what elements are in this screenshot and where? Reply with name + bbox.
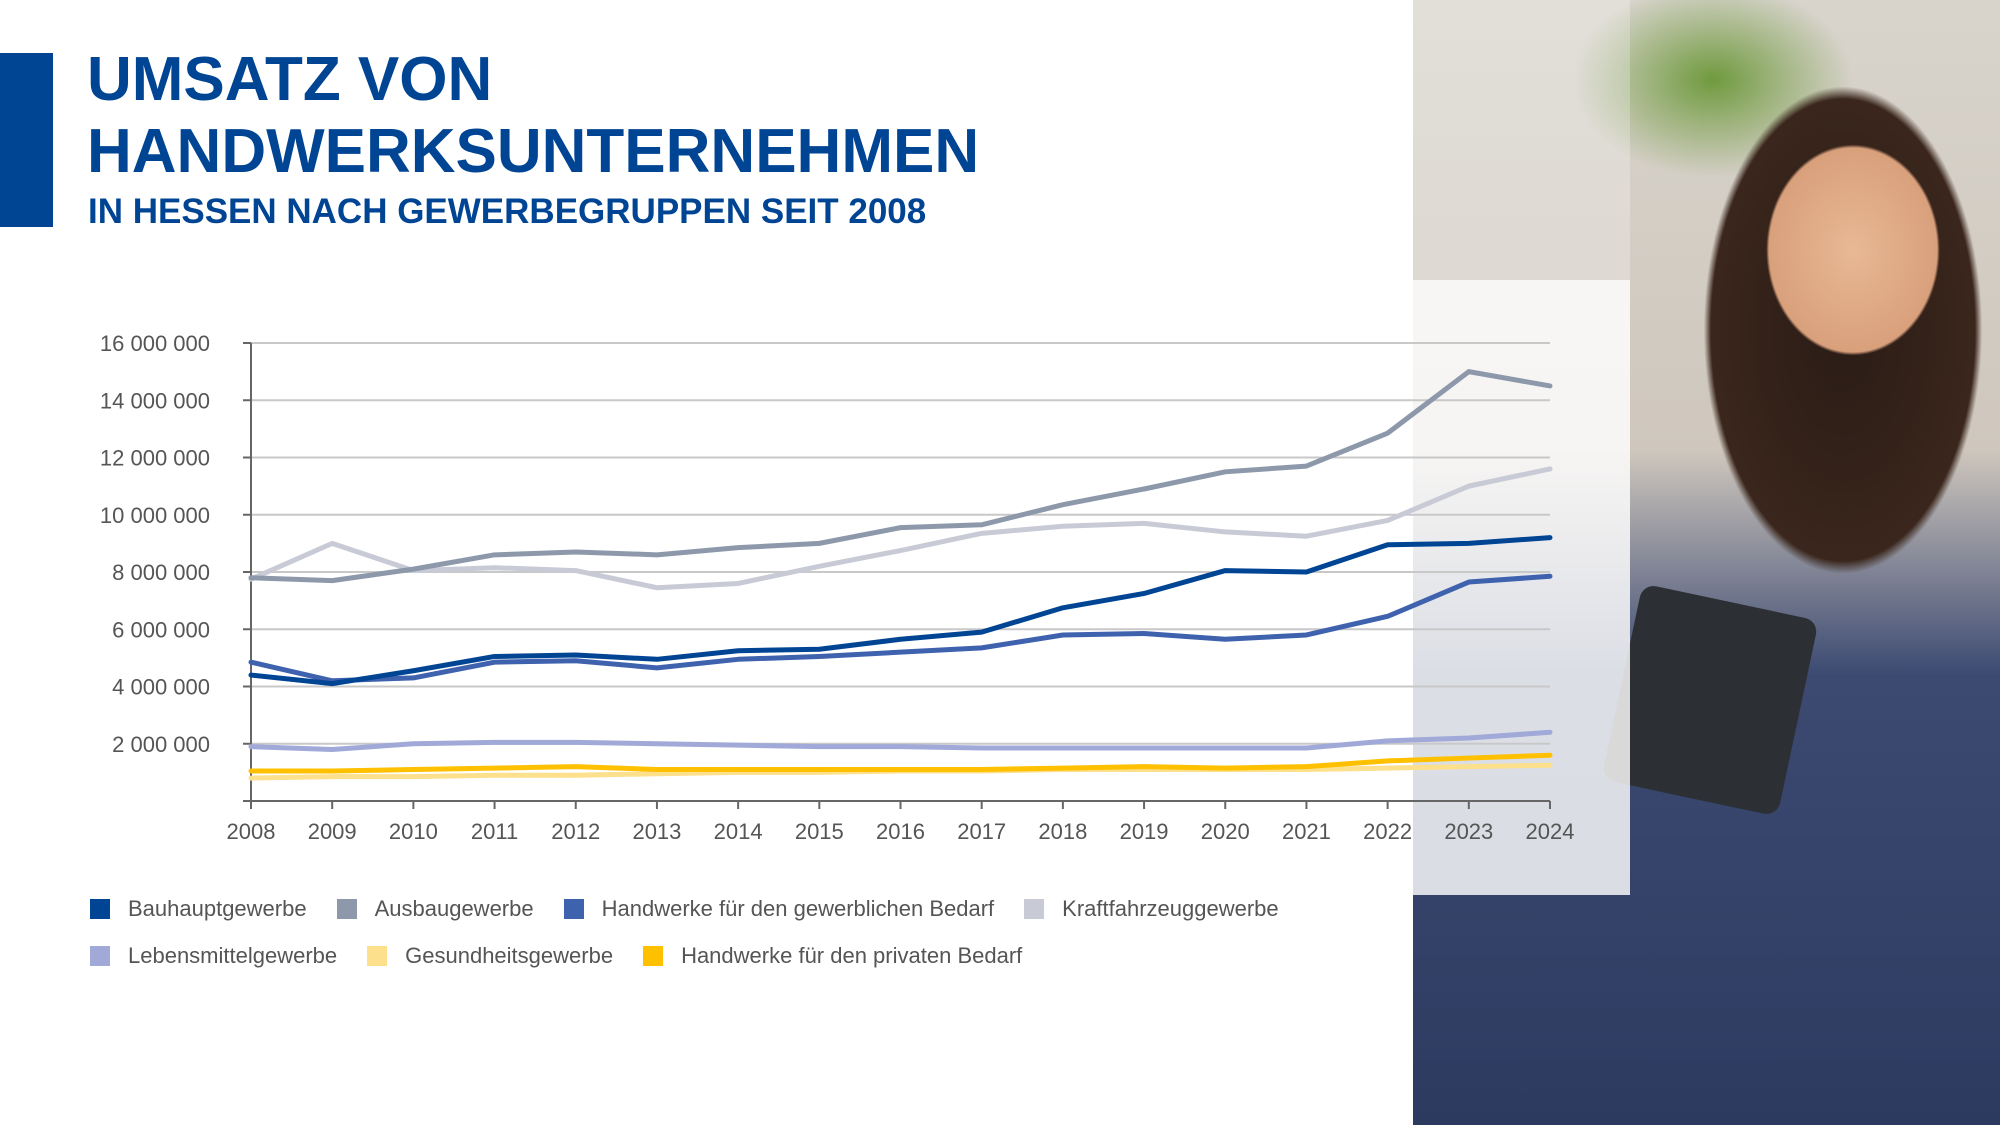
y-tick-label: 14 000 000: [100, 388, 210, 413]
series-line-handwerke-f-r-den-privaten-bedarf: [248, 752, 1553, 774]
legend-item: Bauhauptgewerbe: [90, 896, 307, 922]
y-tick-label: 12 000 000: [100, 446, 210, 471]
x-tick-label: 2017: [957, 819, 1006, 844]
series-line-ausbaugewerbe: [248, 369, 1553, 584]
x-tick-label: 2023: [1444, 819, 1493, 844]
y-tick-label: 2 000 000: [112, 732, 210, 757]
series-line-bauhauptgewerbe: [248, 535, 1553, 687]
legend-swatch: [563, 899, 584, 919]
legend-label: Handwerke für den gewerblichen Bedarf: [601, 896, 995, 921]
legend-label: Lebensmittelgewerbe: [128, 943, 338, 968]
x-tick-label: 2016: [876, 819, 925, 844]
legend-label: Bauhauptgewerbe: [128, 896, 307, 921]
legend-swatch: [1024, 899, 1045, 919]
series-line-lebensmittelgewerbe: [248, 729, 1553, 752]
series-line-handwerke-f-r-den-gewerblichen-bedarf: [248, 573, 1553, 684]
legend-row-1: Bauhauptgewerbe Ausbaugewerbe Handwerke fü…: [90, 896, 1309, 922]
legend-item: Lebensmittelgewerbe: [90, 943, 337, 969]
x-tick-label: 2012: [551, 819, 600, 844]
x-tick-label: 2020: [1201, 819, 1250, 844]
page-subtitle: IN HESSEN NACH GEWERBEGRUPPEN SEIT 2008: [88, 192, 927, 231]
x-tick-label: 2021: [1282, 819, 1331, 844]
photo-overlay: [1413, 0, 1630, 280]
legend-item: Ausbaugewerbe: [336, 896, 534, 922]
legend-label: Kraftfahrzeuggewerbe: [1062, 896, 1279, 921]
x-tick-label: 2008: [227, 819, 276, 844]
page-title: UMSATZ VON HANDWERKSUNTERNEHMEN: [87, 44, 979, 188]
legend-label: Handwerke für den privaten Bedarf: [681, 943, 1023, 968]
x-tick-label: 2015: [795, 819, 844, 844]
legend-item: Handwerke für den privaten Bedarf: [643, 943, 1022, 969]
legend-label: Ausbaugewerbe: [374, 896, 534, 921]
series-line-kraftfahrzeuggewerbe: [248, 466, 1553, 591]
legend-item: Kraftfahrzeuggewerbe: [1024, 896, 1279, 922]
x-tick-label: 2014: [714, 819, 763, 844]
legend-swatch: [90, 899, 110, 919]
legend-item: Handwerke für den gewerblichen Bedarf: [563, 896, 995, 922]
y-tick-label: 8 000 000: [112, 560, 210, 585]
legend-swatch: [90, 946, 110, 966]
y-tick-label: 16 000 000: [100, 331, 210, 356]
x-tick-label: 2019: [1120, 819, 1169, 844]
x-tick-label: 2011: [471, 819, 518, 844]
title-line-1: UMSATZ VON: [87, 45, 493, 114]
legend-swatch: [367, 946, 388, 966]
accent-bar: [0, 53, 53, 227]
legend-swatch: [336, 899, 357, 919]
legend-item: Gesundheitsgewerbe: [367, 943, 613, 969]
x-tick-label: 2009: [308, 819, 357, 844]
x-tick-label: 2013: [632, 819, 681, 844]
y-tick-label: 4 000 000: [112, 675, 210, 700]
legend-swatch: [643, 946, 664, 966]
x-tick-label: 2010: [389, 819, 438, 844]
x-tick-label: 2018: [1038, 819, 1087, 844]
title-line-2: HANDWERKSUNTERNEHMEN: [87, 117, 980, 186]
x-tick-label: 2024: [1526, 819, 1575, 844]
y-tick-label: 6 000 000: [112, 617, 210, 642]
legend-label: Gesundheitsgewerbe: [405, 943, 614, 968]
x-tick-label: 2022: [1363, 819, 1412, 844]
legend-row-2: Lebensmittelgewerbe Gesundheitsgewerbe Han…: [90, 943, 1052, 969]
y-tick-label: 10 000 000: [100, 503, 210, 528]
